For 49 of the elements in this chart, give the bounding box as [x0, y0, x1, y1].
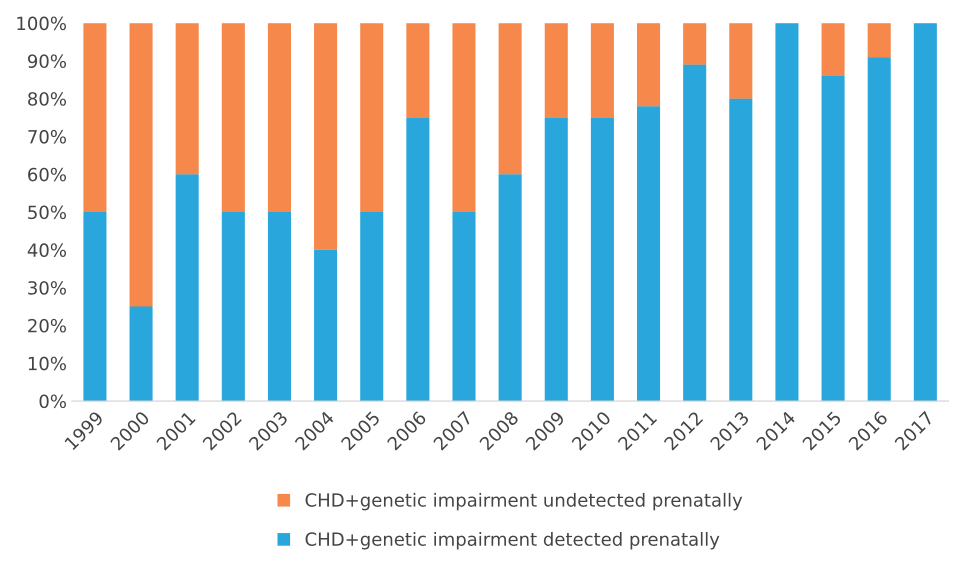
y-tick-label: 70%: [28, 130, 66, 144]
legend-label: CHD+genetic impairment detected prenatally: [306, 532, 720, 550]
y-tick-label: 10%: [28, 356, 66, 370]
bar: [683, 23, 706, 65]
bar: [590, 118, 614, 402]
bar: [868, 57, 891, 402]
y-tick-label: 30%: [28, 281, 66, 295]
bar: [406, 23, 430, 118]
bar: [222, 23, 245, 212]
bar: [637, 23, 660, 106]
bar: [176, 174, 199, 402]
bar: [176, 23, 199, 174]
y-tick-label: 90%: [28, 54, 66, 68]
bar: [729, 23, 752, 99]
bar: [130, 306, 153, 402]
bar: [868, 23, 891, 58]
bar: [406, 118, 430, 402]
bar: [83, 212, 106, 402]
bar: [544, 23, 568, 118]
bar: [83, 23, 106, 212]
bar: [914, 23, 937, 402]
bar: [314, 250, 338, 402]
y-tick-label: 60%: [28, 168, 66, 182]
y-tick-label: 80%: [28, 92, 66, 106]
bar: [268, 212, 291, 402]
bar: [544, 118, 568, 402]
bar: [498, 174, 522, 402]
bar: [498, 23, 522, 174]
bar: [590, 23, 614, 118]
bar: [360, 23, 384, 212]
bar: [822, 23, 845, 76]
bar: [729, 98, 752, 402]
bar: [314, 23, 338, 250]
bar: [130, 23, 153, 307]
y-tick-label: 100%: [17, 16, 66, 30]
bar: [822, 76, 845, 402]
bar: [775, 23, 798, 402]
bar: [360, 212, 384, 402]
bar: [268, 23, 291, 212]
y-tick-label: 20%: [28, 318, 66, 333]
y-tick-label: 50%: [28, 206, 66, 220]
bar: [452, 23, 476, 212]
legend-label: CHD+genetic impairment undetected prenatally: [306, 492, 742, 510]
y-tick-label: 40%: [28, 243, 66, 257]
bar: [637, 106, 660, 402]
y-tick-label: 0%: [40, 394, 66, 408]
bar: [222, 212, 245, 402]
bar: [452, 212, 476, 402]
bar: [683, 64, 706, 402]
